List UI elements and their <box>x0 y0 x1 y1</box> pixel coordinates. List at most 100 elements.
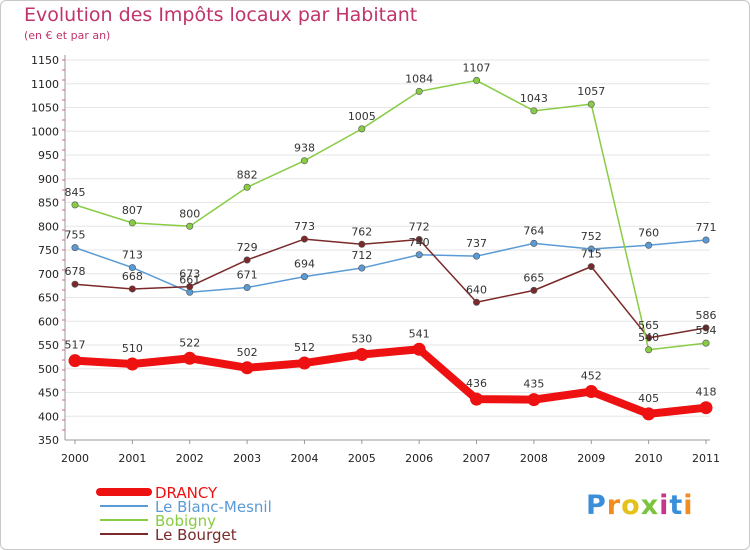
y-tick-label: 1050 <box>31 102 59 115</box>
data-point <box>587 100 595 108</box>
data-point <box>702 324 710 332</box>
data-label: 640 <box>466 283 487 296</box>
data-label: 773 <box>294 220 315 233</box>
data-label: 671 <box>237 269 258 282</box>
data-point <box>530 239 538 247</box>
data-point <box>243 284 251 292</box>
data-label: 882 <box>237 168 258 181</box>
y-tick-label: 400 <box>38 410 59 423</box>
y-tick-label: 650 <box>38 292 59 305</box>
data-point <box>71 244 79 252</box>
data-point <box>587 245 595 253</box>
x-tick-label: 2010 <box>635 452 663 465</box>
data-label: 760 <box>638 226 659 239</box>
data-label: 845 <box>65 186 86 199</box>
data-point <box>68 354 82 368</box>
data-point <box>300 235 308 243</box>
grid-lines <box>65 59 710 417</box>
x-tick-label: 2002 <box>176 452 204 465</box>
data-label: 762 <box>351 225 372 238</box>
x-tick-label: 2000 <box>61 452 89 465</box>
data-label: 540 <box>638 331 659 344</box>
y-tick-label: 850 <box>38 197 59 210</box>
data-point <box>186 283 194 291</box>
data-point <box>300 157 308 165</box>
data-label: 435 <box>523 378 544 391</box>
data-label: 729 <box>237 241 258 254</box>
proxiti-logo: Proxiti <box>586 490 694 521</box>
legend-label: Le Blanc-Mesnil <box>155 498 272 516</box>
data-label: 522 <box>179 336 200 349</box>
data-point <box>415 236 423 244</box>
x-tick-label: 2003 <box>233 452 261 465</box>
y-tick-label: 600 <box>38 315 59 328</box>
logo-letter: x <box>640 490 660 521</box>
data-point <box>642 407 656 421</box>
data-label: 665 <box>523 271 544 284</box>
data-point <box>645 241 653 249</box>
legend-label: Le Bourget <box>155 526 237 544</box>
y-tick-label: 1150 <box>31 54 59 67</box>
y-tick-label: 1000 <box>31 125 59 138</box>
data-point <box>128 219 136 227</box>
data-label: 771 <box>696 221 717 234</box>
data-label: 1107 <box>463 61 491 74</box>
data-label: 668 <box>122 270 143 283</box>
data-point <box>473 252 481 260</box>
data-label: 800 <box>179 207 200 220</box>
data-label: 418 <box>696 386 717 399</box>
data-label: 737 <box>466 237 487 250</box>
data-label: 752 <box>581 230 602 243</box>
data-point <box>470 392 484 406</box>
legend-label: Bobigny <box>155 512 216 530</box>
data-label: 530 <box>351 333 372 346</box>
data-point <box>71 201 79 209</box>
series-line-2 <box>74 79 707 351</box>
data-label: 673 <box>179 268 200 281</box>
data-point <box>699 401 713 415</box>
data-point <box>530 286 538 294</box>
y-tick-label: 750 <box>38 244 59 257</box>
data-labels: 517 510 522 502 512 530 541 436 435 452 405 418 755 7… <box>65 61 717 404</box>
y-tick-label: 450 <box>38 387 59 400</box>
y-tick-label: 700 <box>38 268 59 281</box>
data-label: 1043 <box>520 92 548 105</box>
data-label: 517 <box>65 339 86 352</box>
data-point <box>300 273 308 281</box>
y-tick-label: 950 <box>38 149 59 162</box>
x-tick-label: 2011 <box>692 452 720 465</box>
logo-letter: i <box>683 490 694 521</box>
y-tick-label: 800 <box>38 220 59 233</box>
data-point <box>702 236 710 244</box>
data-label: 1084 <box>405 72 433 85</box>
series-lines <box>68 76 713 421</box>
data-label: 1005 <box>348 110 376 123</box>
data-label: 405 <box>638 392 659 405</box>
data-label: 712 <box>351 249 372 262</box>
data-label: 772 <box>409 221 430 234</box>
x-tick-label: 2005 <box>348 452 376 465</box>
data-point <box>587 263 595 271</box>
data-point <box>128 264 136 272</box>
data-point <box>243 183 251 191</box>
data-label: 512 <box>294 341 315 354</box>
logo-letter: o <box>621 490 641 521</box>
legend-label: DRANCY <box>155 484 218 502</box>
x-tick-label: 2004 <box>290 452 318 465</box>
data-label: 541 <box>409 327 430 340</box>
logo-letter: r <box>606 490 622 521</box>
data-label: 1057 <box>577 85 605 98</box>
logo-letter: i <box>659 490 670 521</box>
data-label: 586 <box>696 309 717 322</box>
data-point <box>355 348 369 361</box>
chart-title: Evolution des Impôts locaux par Habitant <box>24 4 418 26</box>
data-point <box>358 125 366 133</box>
data-point <box>297 356 311 370</box>
y-tick-label: 550 <box>38 339 59 352</box>
data-point <box>584 385 598 399</box>
data-label: 554 <box>696 324 717 337</box>
data-point <box>125 357 139 371</box>
x-tick-label: 2007 <box>463 452 491 465</box>
logo-letter: t <box>669 490 684 521</box>
